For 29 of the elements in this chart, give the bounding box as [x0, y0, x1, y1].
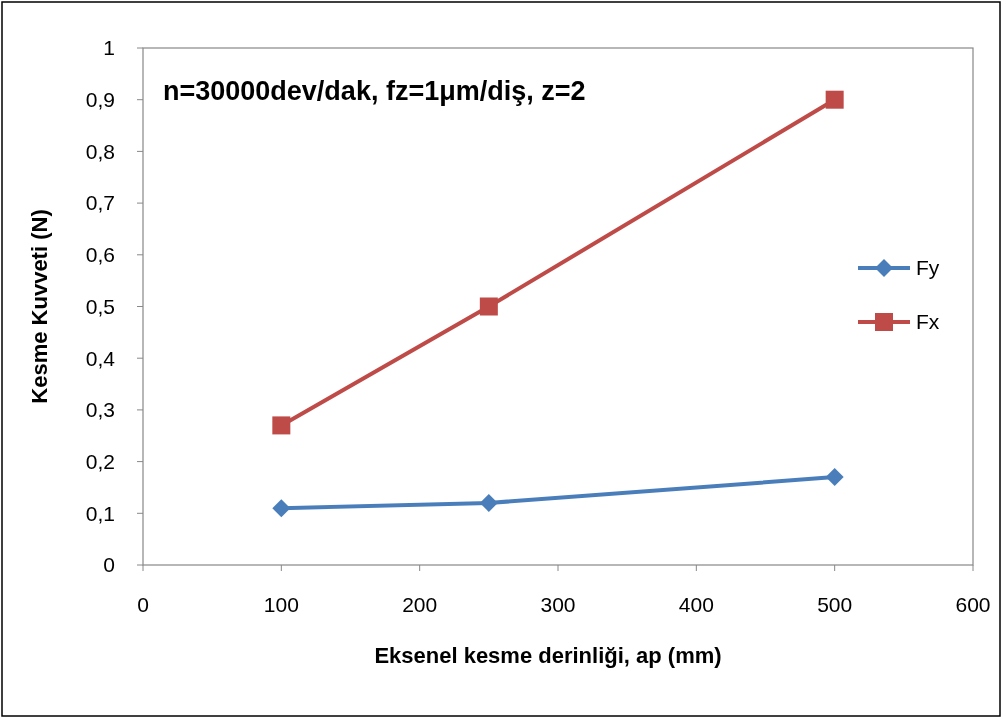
annotation: n=30000dev/dak, fz=1μm/diş, z=2 [163, 76, 586, 106]
y-tick-label: 0,4 [85, 346, 116, 370]
y-axis-title: Kesme Kuvveti (N) [27, 209, 52, 404]
point [479, 297, 498, 316]
y-tick-label: 0,6 [85, 243, 115, 267]
x-tick-label: 300 [540, 593, 576, 616]
point [825, 468, 844, 487]
y-tick-label: 0,8 [85, 139, 115, 163]
x-tick-label: 200 [402, 593, 438, 616]
y-tick-label: 1 [103, 36, 115, 60]
point [272, 416, 291, 435]
y-tick-label: 0,3 [85, 398, 115, 422]
x-tick-label: 0 [137, 593, 149, 616]
x-axis-title: Eksenel kesme derinliği, ap (mm) [374, 643, 722, 668]
x-tick-label: 600 [955, 593, 991, 616]
point [272, 499, 291, 518]
x-tick-label: 100 [263, 593, 299, 616]
y-tick-label: 0,1 [85, 501, 115, 525]
legend-label: Fy [916, 256, 940, 280]
legend-label: Fx [916, 310, 940, 334]
y-tick-label: 0 [103, 553, 115, 577]
point [825, 90, 844, 109]
y-tick-label: 0,7 [85, 191, 115, 215]
point [479, 493, 498, 512]
x-tick-label: 400 [678, 593, 714, 616]
y-tick-label: 0,9 [85, 88, 115, 112]
x-tick-label: 500 [817, 593, 853, 616]
y-tick-label: 0,5 [85, 294, 115, 318]
y-tick-label: 0,2 [85, 449, 115, 473]
